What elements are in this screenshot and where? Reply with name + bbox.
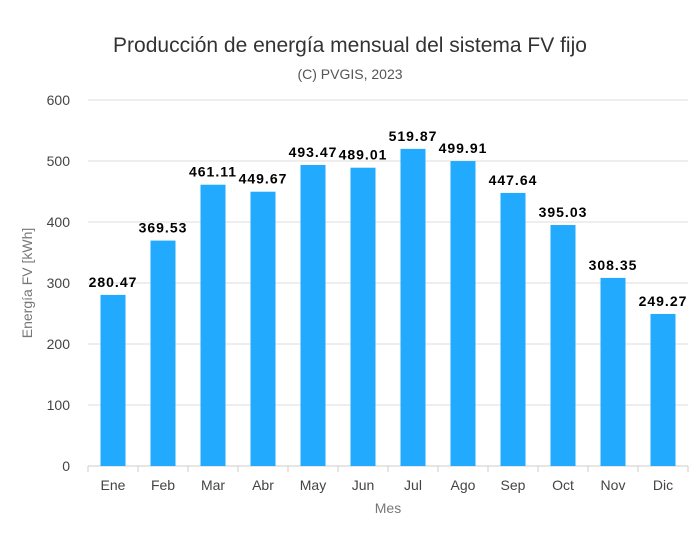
bar-nov (600, 277, 626, 466)
x-tick-label: Sep (501, 477, 526, 493)
data-label-oct: 395.03 (539, 204, 588, 220)
x-tick-label: Ago (451, 477, 476, 493)
x-tick-label: May (300, 477, 326, 493)
x-tick-label: Jun (352, 477, 375, 493)
y-tick-label: 500 (47, 153, 71, 169)
x-tick-label: Dic (653, 477, 673, 493)
x-tick-label: Feb (151, 477, 175, 493)
data-label-feb: 369.53 (139, 220, 188, 236)
data-label-mar: 461.11 (189, 164, 237, 180)
x-tick-label: Ene (101, 477, 126, 493)
bars (100, 148, 676, 466)
data-label-dic: 249.27 (639, 293, 688, 309)
bar-jun (350, 167, 376, 466)
data-label-jun: 489.01 (339, 147, 388, 163)
data-label-ago: 499.91 (439, 140, 488, 156)
chart-subtitle: (C) PVGIS, 2023 (297, 66, 402, 82)
x-tick-label: Nov (601, 477, 626, 493)
data-label-abr: 449.67 (239, 171, 288, 187)
y-tick-label: 200 (47, 336, 71, 352)
grid-lines (88, 99, 688, 467)
bar-ago (450, 161, 476, 466)
bar-feb (150, 240, 176, 466)
data-label-ene: 280.47 (89, 274, 138, 290)
bar-ene (100, 294, 126, 466)
data-label-sep: 447.64 (489, 172, 538, 188)
bar-jul (400, 148, 426, 466)
y-tick-label: 0 (62, 458, 70, 474)
y-tick-label: 600 (47, 92, 71, 108)
bar-mar (200, 184, 226, 466)
x-tick-label: Jul (404, 477, 422, 493)
y-tick-label: 100 (47, 397, 71, 413)
x-tick-label: Mar (201, 477, 225, 493)
bar-dic (650, 313, 676, 466)
data-label-jul: 519.87 (389, 128, 438, 144)
x-axis-ticks: Ene Feb Mar Abr May Jun Jul Ago Sep Oct Nov Dic (87, 466, 689, 493)
data-label-nov: 308.35 (589, 257, 638, 273)
bar-abr (250, 191, 276, 466)
bar-may (300, 164, 326, 466)
chart-title: Producción de energía mensual del sistem… (113, 34, 587, 57)
data-label-may: 493.47 (289, 144, 338, 160)
y-axis-ticks: 0 100 200 300 400 500 600 (47, 92, 71, 474)
x-axis-label: Mes (375, 500, 401, 516)
y-tick-label: 300 (47, 275, 71, 291)
y-tick-label: 400 (47, 214, 71, 230)
y-axis-label: Energía FV [kWh] (19, 228, 35, 338)
x-tick-label: Abr (252, 477, 274, 493)
bar-sep (500, 192, 526, 466)
bar-oct (550, 225, 576, 466)
x-tick-label: Oct (552, 477, 574, 493)
